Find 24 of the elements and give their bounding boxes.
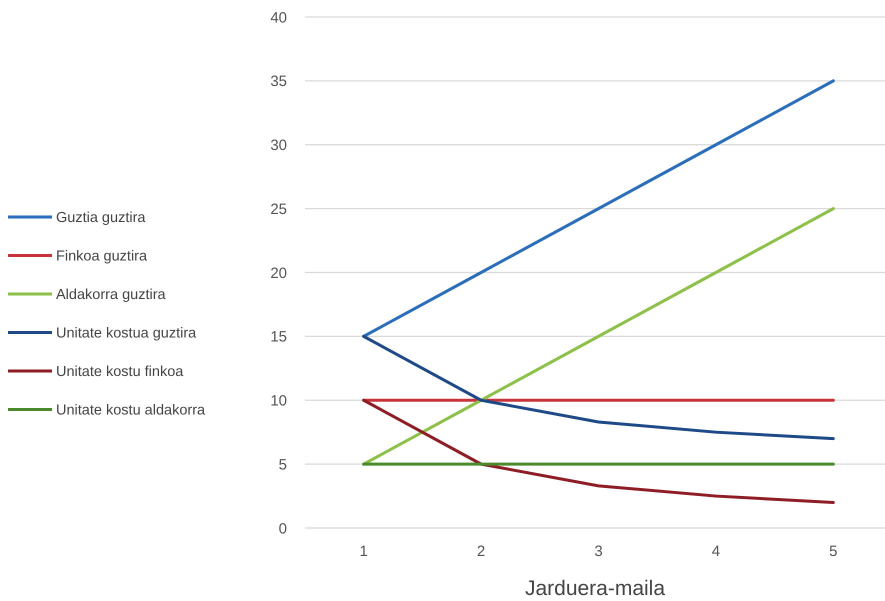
- y-tick-label: 25: [270, 200, 287, 218]
- legend-label: Unitate kostu aldakorra: [56, 402, 206, 419]
- x-tick-label: 4: [712, 543, 720, 560]
- y-tick-label: 5: [278, 456, 287, 474]
- x-tick-label: 2: [476, 543, 486, 560]
- legend-label: Aldakorra guztira: [56, 287, 167, 304]
- legend-label: Guztia guztira: [56, 210, 146, 226]
- x-axis-title: Jarduera-maila: [524, 577, 666, 600]
- x-tick-label: 3: [594, 543, 603, 560]
- y-tick-label: 0: [278, 520, 287, 538]
- y-tick-label: 35: [270, 73, 287, 90]
- legend-label: Unitate kostua guztira: [56, 326, 198, 342]
- y-tick-label: 40: [270, 9, 287, 26]
- legend-label: Finkoa guztira: [56, 248, 148, 265]
- legend-label: Unitate kostu finkoa: [56, 364, 184, 380]
- y-tick-label: 15: [270, 328, 287, 346]
- y-tick-label: 10: [270, 392, 287, 410]
- y-tick-label: 20: [270, 264, 287, 282]
- line-series: [362, 79, 835, 338]
- line-series: [362, 334, 835, 440]
- line-series: [362, 398, 835, 504]
- x-tick-label: 5: [829, 543, 838, 560]
- x-tick-label: 1: [360, 543, 368, 560]
- y-tick-label: 30: [270, 137, 287, 154]
